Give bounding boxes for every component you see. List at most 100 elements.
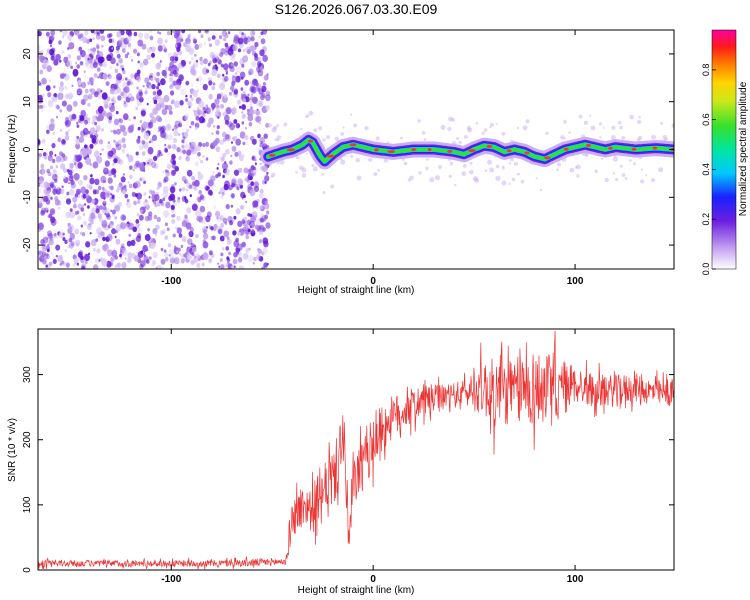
noise-dot (181, 30, 186, 34)
noise-dot (62, 30, 68, 36)
noise-dot (195, 209, 202, 218)
noise-dot (188, 48, 194, 55)
noise-dot (103, 166, 108, 173)
noise-dot (153, 163, 159, 169)
noise-dot (227, 31, 231, 35)
noise-dot (202, 241, 209, 249)
noise-dot (163, 94, 170, 103)
noise-dot (75, 61, 78, 65)
noise-dot (77, 162, 83, 169)
noise-dot (41, 109, 44, 112)
ridge-peak (326, 154, 335, 158)
noise-dot (127, 154, 134, 162)
noise-dot (259, 217, 264, 223)
noise-dot (261, 92, 266, 99)
noise-dot (85, 61, 92, 69)
noise-dot (141, 43, 147, 50)
noise-dot (235, 208, 241, 215)
noise-dot (239, 105, 242, 109)
noise-dot (156, 153, 160, 158)
noise-dot (259, 188, 264, 194)
noise-dot (38, 30, 42, 37)
noise-dot (180, 88, 187, 96)
noise-dot (87, 57, 90, 61)
noise-dot (42, 246, 45, 250)
noise-dot (211, 107, 215, 111)
noise-dot (55, 165, 58, 169)
noise-dot (197, 109, 203, 116)
noise-dot (101, 259, 108, 267)
noise-dot (48, 156, 53, 162)
noise-dot (226, 236, 230, 240)
noise-dot (266, 76, 269, 80)
noise-dot (162, 231, 165, 235)
noise-dot (212, 140, 218, 147)
noise-dot (85, 113, 88, 117)
noise-dot (74, 30, 80, 36)
noise-dot (629, 159, 632, 162)
noise-dot (85, 193, 90, 199)
noise-dot (236, 75, 241, 81)
noise-dot (162, 79, 166, 83)
noise-dot (152, 199, 154, 202)
noise-dot (167, 144, 171, 149)
noise-dot (212, 226, 217, 232)
noise-dot (39, 69, 44, 75)
noise-dot (266, 73, 269, 76)
noise-dot (63, 155, 68, 161)
noise-dot (94, 121, 97, 126)
noise-dot (55, 155, 62, 163)
noise-dot (99, 205, 103, 210)
noise-dot (265, 222, 271, 229)
noise-dot (182, 149, 187, 155)
noise-dot (113, 118, 120, 126)
noise-dot (113, 100, 117, 103)
noise-dot (264, 214, 268, 220)
noise-dot (171, 214, 174, 218)
noise-dot (130, 73, 135, 79)
noise-dot (161, 169, 165, 174)
noise-dot (169, 84, 173, 90)
noise-dot (89, 77, 94, 83)
noise-dot (170, 90, 175, 96)
noise-dot (157, 149, 162, 155)
noise-dot (76, 135, 79, 140)
noise-dot (62, 232, 65, 236)
noise-dot (106, 233, 113, 242)
noise-dot (184, 115, 189, 121)
noise-dot (237, 48, 242, 53)
noise-dot (114, 216, 118, 220)
noise-dot (247, 93, 250, 97)
noise-dot (164, 39, 168, 44)
noise-dot (96, 37, 99, 41)
noise-dot (65, 134, 70, 141)
noise-dot (190, 97, 194, 101)
noise-dot (126, 202, 129, 205)
noise-dot (258, 239, 263, 244)
ridge-peak (308, 139, 313, 143)
noise-dot (162, 44, 165, 48)
noise-dot (109, 65, 112, 69)
noise-dot (113, 158, 118, 164)
noise-dot (49, 44, 53, 48)
noise-dot (168, 249, 174, 256)
noise-dot (230, 204, 234, 208)
noise-dot (148, 140, 151, 144)
noise-dot (217, 162, 220, 166)
noise-dot (156, 216, 161, 223)
noise-dot (233, 240, 240, 248)
noise-dot (172, 144, 177, 150)
noise-dot (50, 251, 54, 256)
noise-dot (257, 87, 261, 92)
noise-dot (242, 48, 246, 53)
noise-dot (77, 80, 82, 86)
noise-dot (41, 138, 46, 144)
noise-dot (222, 217, 228, 224)
noise-dot (50, 183, 54, 188)
noise-dot (59, 73, 65, 79)
noise-dot (62, 261, 66, 267)
noise-dot (166, 227, 170, 231)
noise-dot (171, 218, 176, 224)
noise-dot (224, 114, 230, 122)
noise-dot (107, 144, 112, 150)
